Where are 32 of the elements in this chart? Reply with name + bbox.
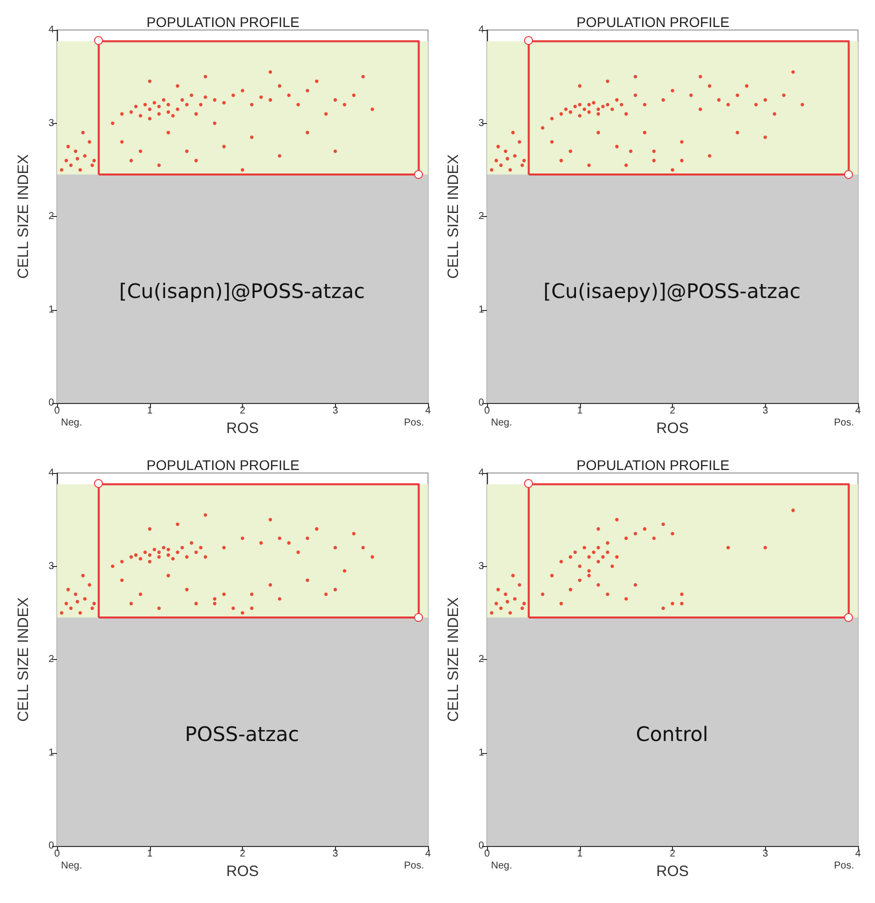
text: Pos.: [834, 418, 854, 428]
y-tick-label: 2: [48, 211, 54, 222]
text: Pos.: [834, 860, 854, 872]
y-axis-title: CELL SIZE INDEX: [445, 597, 462, 722]
annotation: Control: [636, 722, 708, 746]
chart-title: POPULATION PROFILE: [576, 457, 730, 473]
y-axis-title: CELL SIZE INDEX: [15, 597, 32, 722]
x-axis-title: ROS: [226, 863, 259, 880]
annotation: [Cu(isapn)]@POSS-atzac: [119, 279, 365, 304]
annotation: [Cu(isaepy)]@POSS-atzac: [543, 279, 801, 304]
text: Neg.: [61, 860, 82, 872]
x-axis-title: ROS: [226, 420, 259, 437]
chart-title: POPULATION PROFILE: [146, 457, 300, 473]
text: Neg.: [61, 418, 82, 428]
text: Pos.: [404, 418, 424, 428]
y-tick-label: 2: [48, 654, 54, 665]
text: Neg.: [491, 860, 512, 872]
x-axis-title: ROS: [656, 420, 689, 437]
y-tick-label: 2: [478, 211, 484, 222]
annotation: POSS-atzac: [184, 722, 300, 746]
y-axis-title: CELL SIZE INDEX: [15, 154, 32, 279]
x-axis-title: ROS: [656, 863, 689, 880]
y-tick-label: 2: [478, 654, 484, 665]
y-tick-label: 1: [48, 304, 54, 316]
y-tick-label: 1: [478, 747, 484, 758]
y-tick-label: 1: [48, 747, 54, 758]
text: Neg.: [491, 418, 512, 428]
y-axis-title: CELL SIZE INDEX: [445, 154, 462, 279]
chart-title: POPULATION PROFILE: [576, 14, 730, 30]
text: Pos.: [404, 860, 424, 872]
y-tick-label: 1: [478, 304, 484, 316]
chart-title: POPULATION PROFILE: [146, 14, 300, 30]
